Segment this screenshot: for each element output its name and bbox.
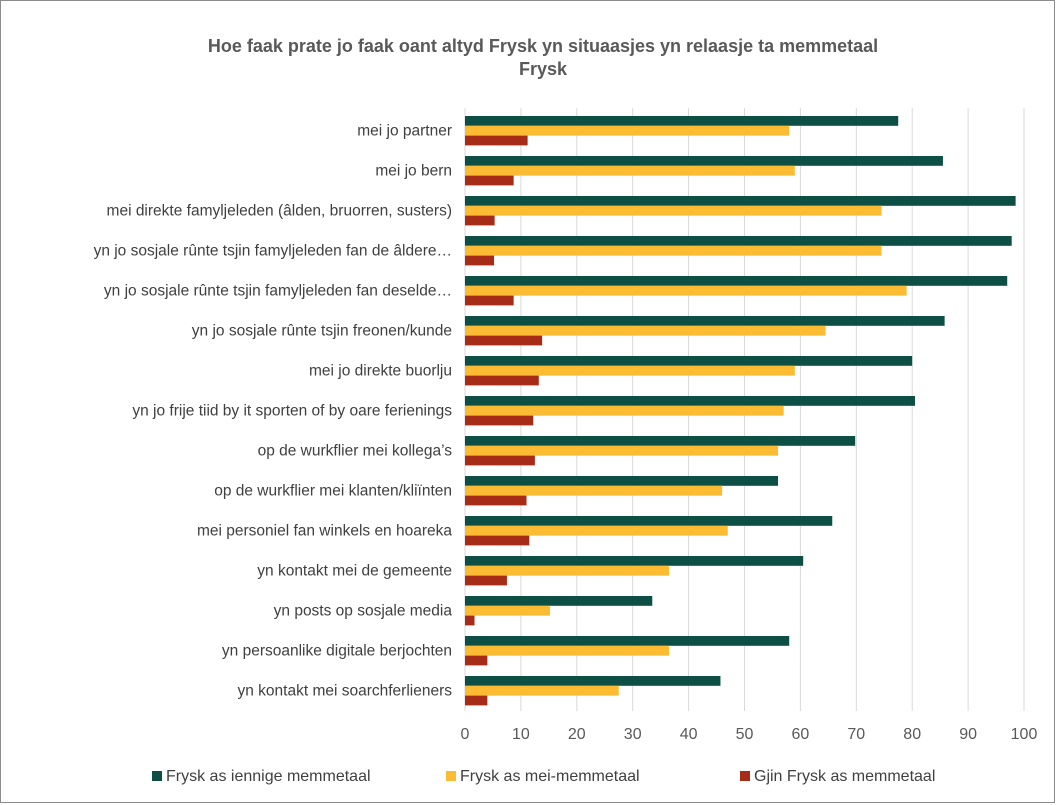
legend-swatch <box>446 771 456 781</box>
x-tick-label: 70 <box>847 726 865 743</box>
category-label: yn kontakt mei soarchferlieners <box>237 683 452 700</box>
bar <box>465 356 913 366</box>
bar <box>465 685 619 696</box>
category-label: yn persoanlike digitale berjochten <box>222 643 452 660</box>
bar <box>465 396 915 406</box>
bar <box>465 215 495 226</box>
bar <box>465 196 1016 206</box>
bar <box>465 605 550 616</box>
bar <box>465 445 779 456</box>
category-label: mei personiel fan winkels en hoareka <box>197 523 452 540</box>
legend-swatch <box>152 771 162 781</box>
bar <box>465 175 514 186</box>
bar <box>465 495 527 506</box>
category-label: yn jo sosjale rûnte tsjin famyljeleden f… <box>94 243 452 260</box>
x-tick-label: 60 <box>792 726 810 743</box>
bar <box>465 335 543 346</box>
legend: Frysk as iennige memmetaal Frysk as mei-m… <box>152 768 935 785</box>
category-label: yn jo sosjale rûnte tsjin famyljeleden f… <box>104 283 452 300</box>
legend-label: Frysk as mei-memmetaal <box>460 768 640 785</box>
bar <box>465 255 495 266</box>
legend-label: Frysk as iennige memmetaal <box>166 768 371 785</box>
category-label: op de wurkflier mei kollega’s <box>258 443 453 460</box>
bar <box>465 436 856 446</box>
legend-swatch <box>740 771 750 781</box>
bar <box>465 415 534 426</box>
x-tick-label: 50 <box>736 726 754 743</box>
bar <box>465 205 882 216</box>
bar <box>465 365 795 376</box>
bar <box>465 485 723 496</box>
bar <box>465 295 514 306</box>
category-label: yn posts op sosjale media <box>274 603 453 620</box>
bar <box>465 245 882 256</box>
bar <box>465 556 804 566</box>
category-label: op de wurkflier mei klanten/kliïnten <box>214 483 452 500</box>
bar <box>465 285 907 296</box>
bar <box>465 565 670 576</box>
category-label: mei jo partner <box>357 123 452 140</box>
bar <box>465 316 945 326</box>
category-label: mei jo direkte buorlju <box>309 363 452 380</box>
x-tick-label: 100 <box>1011 726 1038 743</box>
bar <box>465 695 488 706</box>
x-tick-label: 90 <box>959 726 977 743</box>
x-tick-label: 10 <box>512 726 530 743</box>
category-label: yn jo frije tiid by it sporten of by oar… <box>132 403 452 420</box>
bar <box>465 516 833 526</box>
category-labels: mei jo partner mei jo bern mei direkte fam… <box>94 123 453 700</box>
bar <box>465 645 670 656</box>
category-label: mei jo bern <box>375 163 452 180</box>
category-label: yn jo sosjale rûnte tsjin freonen/kunde <box>192 323 452 340</box>
chart-title-line2: Frysk <box>519 59 568 79</box>
bar <box>465 276 1008 286</box>
legend-label: Gjin Frysk as memmetaal <box>754 768 935 785</box>
x-tick-label: 80 <box>903 726 921 743</box>
bar <box>465 116 899 126</box>
bar <box>465 525 728 536</box>
bar <box>465 575 507 586</box>
bar <box>465 165 795 176</box>
bar <box>465 476 779 486</box>
bar <box>465 135 528 146</box>
bar <box>465 455 535 466</box>
bar <box>465 636 790 646</box>
x-tick-label: 40 <box>680 726 698 743</box>
bar <box>465 676 721 686</box>
bar <box>465 236 1012 246</box>
chart-title-line1: Hoe faak prate jo faak oant altyd Frysk … <box>208 36 878 56</box>
bar <box>465 405 784 416</box>
x-tick-label: 0 <box>461 726 470 743</box>
bar <box>465 325 826 336</box>
category-label: yn kontakt mei de gemeente <box>257 563 452 580</box>
bar <box>465 125 790 136</box>
x-tick-label: 30 <box>624 726 642 743</box>
bar <box>465 655 488 666</box>
x-tick-label: 20 <box>568 726 586 743</box>
bar <box>465 535 530 546</box>
bar <box>465 375 539 386</box>
category-label: mei direkte famyljeleden (âlden, bruorre… <box>107 203 452 220</box>
bar <box>465 615 475 626</box>
bar <box>465 156 943 166</box>
bar <box>465 596 653 606</box>
x-tick-labels: 0 10 20 30 40 50 60 70 80 90 100 <box>461 726 1038 743</box>
bars <box>465 116 1016 706</box>
